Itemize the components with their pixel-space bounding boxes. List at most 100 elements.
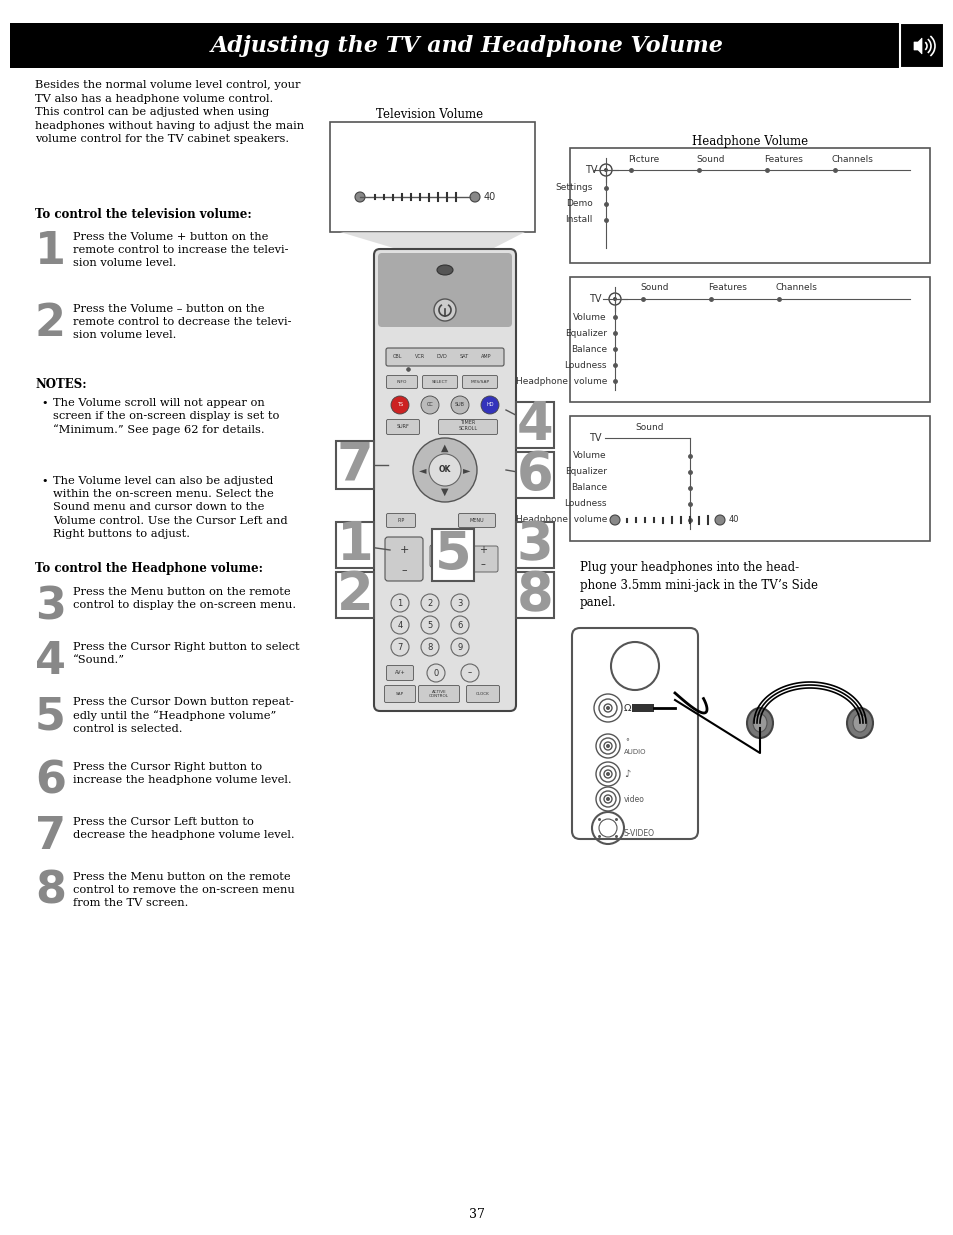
Text: SCROLL: SCROLL xyxy=(458,426,477,431)
Text: Demo: Demo xyxy=(566,200,593,209)
Bar xyxy=(569,277,929,403)
Text: –: – xyxy=(401,564,406,576)
Text: 0: 0 xyxy=(433,668,438,678)
Circle shape xyxy=(391,594,409,613)
Circle shape xyxy=(355,191,365,203)
Text: ♪: ♪ xyxy=(623,769,630,779)
Text: SAT: SAT xyxy=(459,354,468,359)
Text: Press the Cursor Left button to
decrease the headphone volume level.: Press the Cursor Left button to decrease… xyxy=(73,818,294,840)
FancyBboxPatch shape xyxy=(385,537,422,580)
Text: HD: HD xyxy=(486,403,494,408)
Text: AV+: AV+ xyxy=(395,671,405,676)
Circle shape xyxy=(420,396,438,414)
Text: 1: 1 xyxy=(35,230,66,273)
Circle shape xyxy=(615,835,618,839)
Text: 7: 7 xyxy=(396,642,402,652)
FancyBboxPatch shape xyxy=(458,514,495,527)
Text: MENU: MENU xyxy=(469,517,484,522)
Text: S-VIDEO: S-VIDEO xyxy=(623,830,655,839)
Text: CBL: CBL xyxy=(393,354,402,359)
Text: 6: 6 xyxy=(35,760,66,803)
Text: Install: Install xyxy=(565,215,593,225)
Text: Volume: Volume xyxy=(573,452,606,461)
Text: •: • xyxy=(41,398,48,408)
Text: Besides the normal volume level control, your
TV also has a headphone volume con: Besides the normal volume level control,… xyxy=(35,80,304,144)
Circle shape xyxy=(451,638,469,656)
Text: Press the Cursor Right button to select
“Sound.”: Press the Cursor Right button to select … xyxy=(73,642,299,666)
Text: 3: 3 xyxy=(35,585,66,629)
Circle shape xyxy=(420,616,438,634)
Bar xyxy=(432,529,474,580)
Circle shape xyxy=(603,168,607,172)
Ellipse shape xyxy=(752,714,766,732)
Circle shape xyxy=(605,772,609,776)
Text: –: – xyxy=(480,559,485,569)
Text: TV: TV xyxy=(589,433,601,443)
Text: Settings: Settings xyxy=(555,184,593,193)
Text: Plug your headphones into the head-
phone 3.5mm mini-jack in the TV’s Side
panel: Plug your headphones into the head- phon… xyxy=(579,561,817,609)
FancyBboxPatch shape xyxy=(468,546,497,572)
Text: Headphone Volume: Headphone Volume xyxy=(691,135,807,148)
Text: Features: Features xyxy=(763,156,802,164)
Text: ►: ► xyxy=(463,466,470,475)
Text: ACTIVE
CONTROL: ACTIVE CONTROL xyxy=(429,690,449,698)
Text: VCR: VCR xyxy=(415,354,425,359)
FancyBboxPatch shape xyxy=(384,685,416,703)
Bar xyxy=(631,704,654,713)
Ellipse shape xyxy=(852,714,866,732)
Polygon shape xyxy=(339,232,524,249)
Bar xyxy=(516,452,554,498)
Ellipse shape xyxy=(746,708,772,739)
Text: 7: 7 xyxy=(336,438,373,492)
Text: TV: TV xyxy=(589,294,601,304)
Bar xyxy=(516,522,554,568)
Text: 8: 8 xyxy=(35,869,66,913)
Circle shape xyxy=(434,299,456,321)
FancyBboxPatch shape xyxy=(386,514,416,527)
Text: Loudness: Loudness xyxy=(564,499,606,509)
Text: 5: 5 xyxy=(35,695,66,739)
Circle shape xyxy=(613,296,617,301)
Text: 7: 7 xyxy=(35,815,66,858)
Text: Press the Cursor Right button to
increase the headphone volume level.: Press the Cursor Right button to increas… xyxy=(73,762,292,785)
Circle shape xyxy=(605,743,609,748)
Circle shape xyxy=(598,818,600,821)
FancyBboxPatch shape xyxy=(386,666,413,680)
Text: CLOCK: CLOCK xyxy=(476,692,489,697)
Text: Headphone  volume: Headphone volume xyxy=(515,515,606,525)
Text: 2: 2 xyxy=(427,599,432,608)
Circle shape xyxy=(451,594,469,613)
Text: Press the Menu button on the remote
control to display the on-screen menu.: Press the Menu button on the remote cont… xyxy=(73,587,295,610)
Text: 37: 37 xyxy=(469,1209,484,1221)
Text: 1: 1 xyxy=(397,599,402,608)
Text: SELECT: SELECT xyxy=(432,380,448,384)
Text: Volume: Volume xyxy=(573,312,606,321)
Text: Features: Features xyxy=(707,284,746,293)
Bar xyxy=(569,416,929,541)
Text: 40: 40 xyxy=(483,191,496,203)
Text: ⚬: ⚬ xyxy=(623,737,629,743)
FancyBboxPatch shape xyxy=(386,348,503,366)
Bar xyxy=(335,522,374,568)
Bar xyxy=(516,572,554,618)
FancyBboxPatch shape xyxy=(386,375,417,389)
Text: Balance: Balance xyxy=(570,483,606,493)
Circle shape xyxy=(391,616,409,634)
Text: CC: CC xyxy=(426,403,433,408)
Text: +: + xyxy=(399,545,408,555)
Bar xyxy=(330,122,535,232)
Text: 8: 8 xyxy=(427,642,433,652)
Text: To control the television volume:: To control the television volume: xyxy=(35,207,252,221)
FancyBboxPatch shape xyxy=(377,253,512,327)
Text: Sound: Sound xyxy=(696,156,723,164)
Text: SAP: SAP xyxy=(395,692,404,697)
FancyBboxPatch shape xyxy=(422,375,457,389)
Text: TV: TV xyxy=(585,165,598,175)
Bar xyxy=(10,23,943,68)
Text: 3: 3 xyxy=(517,519,553,571)
Text: video: video xyxy=(623,794,644,804)
Text: Press the Menu button on the remote
control to remove the on-screen menu
from th: Press the Menu button on the remote cont… xyxy=(73,872,294,909)
Text: 4: 4 xyxy=(35,640,66,683)
Text: Press the Volume – button on the
remote control to decrease the televi-
sion vol: Press the Volume – button on the remote … xyxy=(73,304,292,341)
Text: SUB: SUB xyxy=(455,403,464,408)
